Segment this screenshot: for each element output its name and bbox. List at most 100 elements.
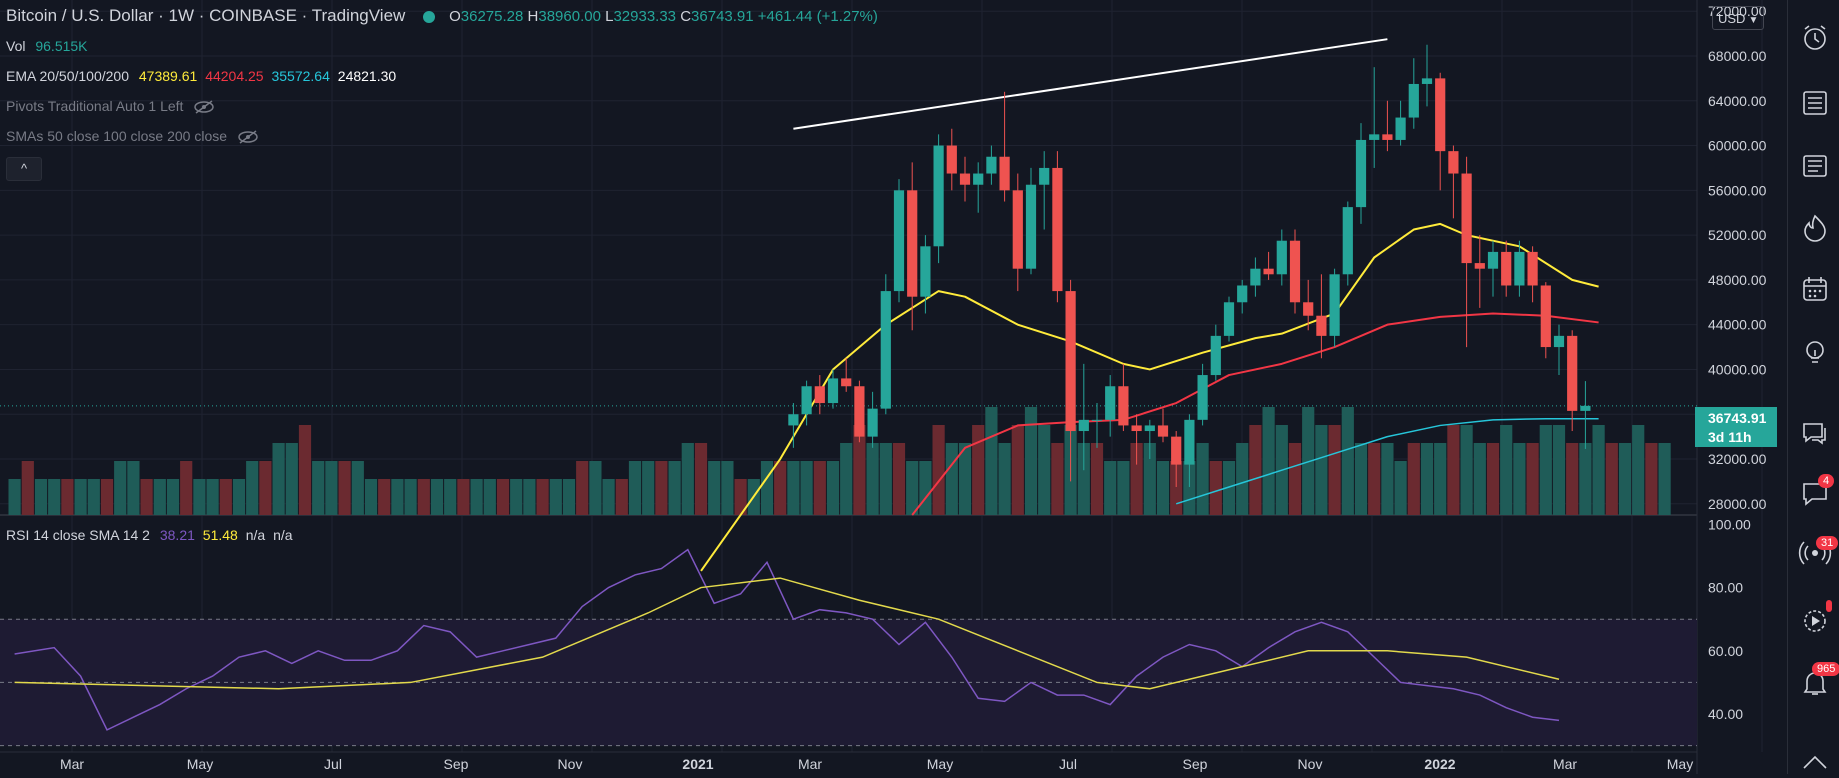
volume-bar: [1434, 443, 1447, 515]
symbol-title[interactable]: Bitcoin / U.S. Dollar · 1W · COINBASE · …: [6, 6, 406, 25]
time-tick-label: Sep: [1183, 756, 1208, 772]
calendar-icon[interactable]: [1798, 272, 1832, 306]
candle-body: [1501, 251, 1512, 286]
rsi-legend[interactable]: RSI 14 close SMA 14 2 38.21 51.48 n/a n/…: [6, 527, 293, 543]
market-status-icon: [423, 11, 436, 24]
volume-bar: [153, 479, 166, 515]
volume-bar: [510, 479, 523, 515]
hidden-eye-icon[interactable]: [193, 100, 215, 114]
smas-legend[interactable]: SMAs 50 close 100 close 200 close: [6, 128, 259, 144]
streams-icon[interactable]: [1798, 604, 1832, 638]
rsi-tick-label: 60.00: [1708, 643, 1743, 659]
volume-bar: [325, 461, 338, 515]
volume-bar: [1618, 443, 1632, 515]
hotlist-icon[interactable]: [1798, 210, 1832, 244]
signals-icon[interactable]: [1798, 536, 1832, 570]
candle-body: [1157, 425, 1169, 437]
trendline: [793, 38, 1388, 130]
pivots-legend[interactable]: Pivots Traditional Auto 1 Left: [6, 98, 215, 114]
volume-bar: [444, 479, 457, 515]
volume-bar: [312, 461, 325, 515]
candle-body: [1487, 251, 1499, 269]
notifications-badge: 4: [1818, 474, 1835, 488]
volume-bar: [1196, 443, 1209, 515]
time-tick-label: Nov: [558, 756, 583, 772]
candle-body: [1421, 78, 1433, 84]
collapse-legend-button[interactable]: ^: [6, 157, 42, 181]
time-tick-label: Jul: [1059, 756, 1077, 772]
candle-body: [854, 386, 865, 437]
time-tick-label: May: [1667, 756, 1693, 772]
watchlist-icon[interactable]: [1798, 86, 1832, 120]
candle-body: [801, 386, 812, 415]
candle-body: [1527, 251, 1538, 286]
candle-body: [1012, 190, 1023, 269]
time-tick-label: May: [927, 756, 953, 772]
candle-body: [1329, 274, 1340, 336]
alarm-clock-icon[interactable]: [1798, 20, 1832, 54]
vol-legend[interactable]: Vol 96.515K: [6, 38, 88, 54]
volume-bar: [1513, 443, 1526, 515]
rsi-tick-label: 100.00: [1708, 516, 1751, 532]
volume-bar: [1222, 461, 1236, 515]
volume-bar: [892, 443, 906, 515]
time-tick-label: 2022: [1424, 756, 1455, 772]
candle-body: [827, 378, 839, 404]
volume-bar: [958, 443, 972, 515]
volume-bar: [1381, 443, 1394, 515]
price-tick-label: 28000.00: [1708, 496, 1767, 512]
chevron-up-icon: ^: [20, 161, 28, 176]
volume-bar: [232, 479, 246, 515]
idea-lightbulb-icon[interactable]: [1798, 336, 1832, 370]
time-tick-label: Sep: [444, 756, 469, 772]
volume-bar: [1143, 443, 1156, 515]
volume-bar: [1011, 425, 1024, 515]
candle-body: [1263, 268, 1274, 275]
news-icon[interactable]: [1798, 148, 1832, 182]
candle-body: [1448, 151, 1459, 174]
candle-body: [1171, 436, 1182, 465]
candle-body: [1091, 419, 1103, 421]
expand-chevron-icon[interactable]: [1798, 744, 1832, 778]
volume-bar: [1288, 443, 1302, 515]
volume-bar: [589, 461, 602, 515]
candle-body: [893, 190, 905, 292]
candle-body: [1118, 386, 1129, 426]
indicator-lines: [700, 38, 1599, 572]
volume-bar: [1051, 443, 1064, 515]
candle-body: [959, 173, 971, 185]
hidden-eye-icon[interactable]: [237, 130, 259, 144]
volume-bar: [642, 461, 655, 515]
volume-bar: [259, 461, 272, 515]
volume-bar: [1038, 425, 1051, 515]
candle-body: [1316, 315, 1327, 336]
volume-bar: [1394, 461, 1407, 515]
candle-body: [920, 246, 931, 297]
volume-bar: [760, 461, 774, 515]
volume-bar: [734, 479, 747, 515]
volume-bar: [21, 461, 34, 515]
volume-bar: [813, 461, 826, 515]
chat-icon[interactable]: [1798, 416, 1832, 450]
volume-bar: [8, 479, 21, 515]
candle-body: [1540, 285, 1551, 348]
volume-bar: [127, 461, 140, 515]
volume-bar: [1579, 443, 1592, 515]
currency-select[interactable]: USD ▼: [1712, 6, 1764, 30]
candle-body: [814, 386, 825, 404]
volume-bar: [430, 479, 444, 515]
candle-body: [1197, 375, 1208, 420]
time-tick-label: Mar: [60, 756, 84, 772]
volume-bar: [496, 479, 510, 515]
volume-bar: [1592, 425, 1605, 515]
ema-legend[interactable]: EMA 20/50/100/200 47389.61 44204.25 3557…: [6, 68, 397, 84]
volume-bar: [1552, 425, 1566, 515]
volume-bar: [1460, 425, 1473, 515]
price-tick-label: 64000.00: [1708, 93, 1767, 109]
volume-bar: [1645, 443, 1658, 515]
rsi-line: [14, 548, 1560, 731]
volume-bar: [1104, 461, 1117, 515]
candle-body: [1223, 302, 1235, 336]
volume-bar: [879, 443, 892, 515]
